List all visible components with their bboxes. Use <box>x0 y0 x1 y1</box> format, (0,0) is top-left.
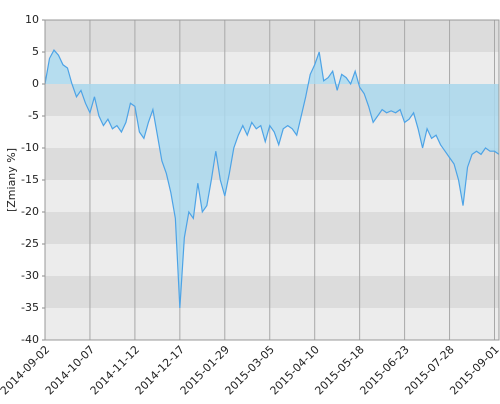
y-tick-label: -10 <box>21 141 39 154</box>
y-tick-label: 0 <box>32 77 39 90</box>
y-tick-label: -40 <box>21 333 39 346</box>
grid-band <box>45 308 499 340</box>
grid-band <box>45 276 499 308</box>
grid-band <box>45 244 499 276</box>
grid-band <box>45 52 499 84</box>
plot-frame <box>44 19 500 341</box>
grid-band <box>45 148 499 180</box>
grid-band <box>45 20 499 52</box>
grid-band <box>45 180 499 212</box>
y-tick-label: -20 <box>21 205 39 218</box>
grid-band <box>45 212 499 244</box>
line <box>44 49 500 309</box>
y-tick-label: -25 <box>21 237 39 250</box>
y-tick-label: 5 <box>32 45 39 58</box>
y-axis-label: [Zmiany %] <box>5 148 18 212</box>
y-tick-label: -5 <box>28 109 39 122</box>
area <box>45 50 499 308</box>
y-tick-label: -35 <box>21 301 39 314</box>
y-tick-label: -15 <box>21 173 39 186</box>
y-tick-label: 10 <box>25 13 39 26</box>
y-tick-label: -30 <box>21 269 39 282</box>
